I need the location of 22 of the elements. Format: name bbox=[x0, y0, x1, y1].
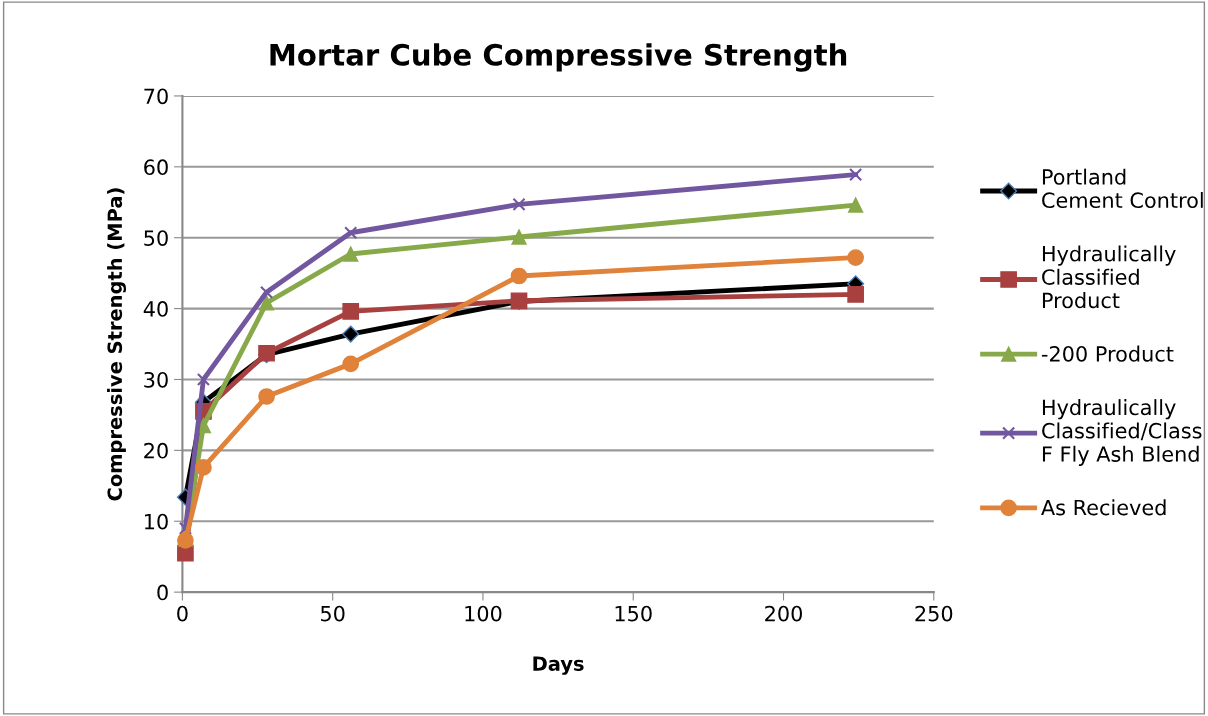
y-tick-label: 50 bbox=[144, 230, 168, 246]
chart-title: Mortar Cube Compressive Strength bbox=[270, 43, 847, 72]
legend-label: As Recieved bbox=[1041, 499, 1166, 516]
x-tick-label: 250 bbox=[915, 605, 953, 622]
x-tick-label: 50 bbox=[321, 605, 345, 622]
x-tick-label: 100 bbox=[465, 605, 502, 622]
legend-label: -200 Product bbox=[1041, 345, 1174, 362]
y-tick-label: 0 bbox=[157, 584, 168, 601]
y-tick-label: 30 bbox=[144, 371, 168, 388]
y-tick-label: 60 bbox=[144, 159, 168, 176]
legend-label: Hydraulically Classified Product bbox=[1042, 245, 1176, 309]
legend-label: Hydraulically Classified/Class F Fly Ash Blend bbox=[1042, 399, 1202, 466]
legend-label: Portland Cement Control bbox=[1042, 168, 1203, 209]
x-tick-label: 150 bbox=[615, 605, 652, 622]
x-tick-label: 0 bbox=[177, 605, 188, 622]
y-tick-label: 20 bbox=[144, 442, 168, 459]
y-axis-title: Compressive Strength (MPa) bbox=[107, 188, 127, 501]
y-tick-label: 70 bbox=[144, 88, 168, 105]
y-tick-label: 40 bbox=[143, 301, 168, 317]
x-tick-label: 200 bbox=[765, 605, 803, 622]
y-tick-label: 10 bbox=[144, 513, 168, 530]
x-axis-title: Days bbox=[533, 656, 584, 675]
